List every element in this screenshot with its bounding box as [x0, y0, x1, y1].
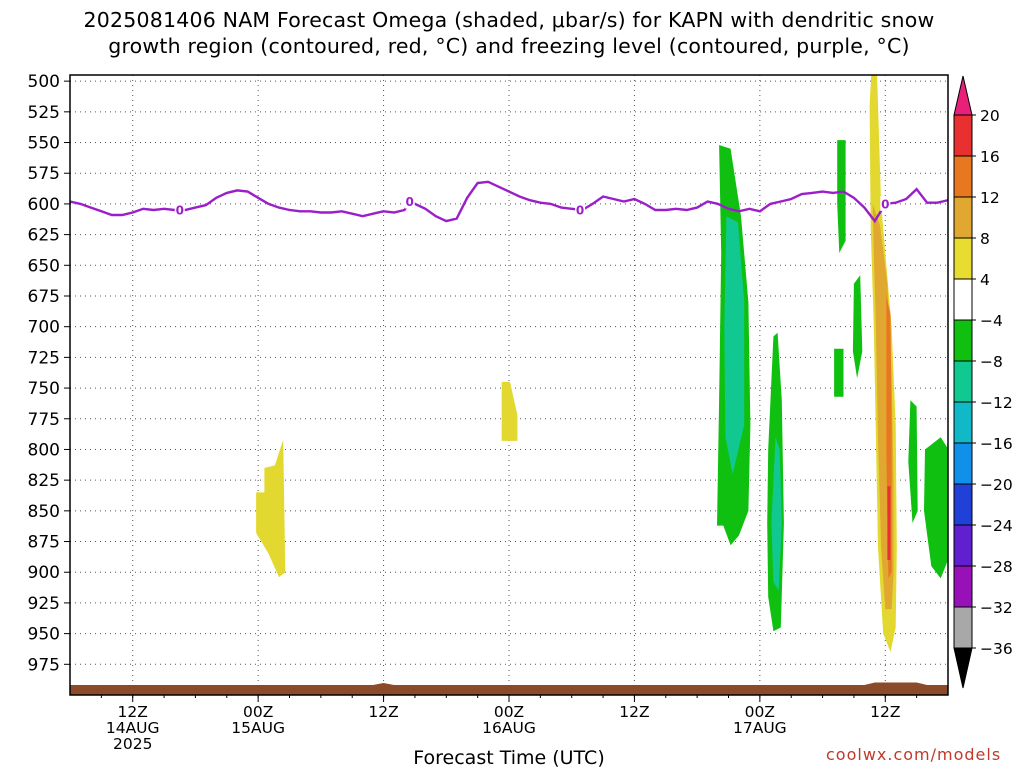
colorbar-label: −12 — [980, 394, 1013, 412]
y-tick-label: 800 — [28, 440, 60, 460]
x-tick-label: 00Z — [494, 703, 524, 721]
colorbar-segment — [953, 196, 973, 239]
x-tick-label: 00Z — [745, 703, 775, 721]
colorbar: 20 16 12 8 4 −4 −8 −12 −16 −20 −24 −28 −32 −36 — [953, 75, 1013, 689]
freezing-level-label: 0 — [406, 195, 414, 209]
y-tick-label: 825 — [28, 471, 60, 491]
y-tick-label: 500 — [28, 72, 60, 92]
y-tick-label: 750 — [28, 379, 60, 399]
colorbar-label: −24 — [980, 517, 1013, 535]
y-tick-label: 725 — [28, 348, 60, 368]
freezing-level-label: 0 — [881, 197, 889, 211]
y-tick-label: 650 — [28, 256, 60, 276]
x-tick-label: 12Z — [368, 703, 398, 721]
colorbar-label: −16 — [980, 435, 1013, 453]
colorbar-segment — [953, 565, 973, 608]
pressure-axis: 500 525 550 575 600 625 650 675 700 725 750 775 800 8… — [28, 72, 70, 675]
x-tick-label: 16AUG — [482, 719, 536, 737]
x-axis-label: Forecast Time (UTC) — [413, 747, 604, 768]
y-tick-label: 550 — [28, 134, 60, 154]
colorbar-segment — [953, 606, 973, 649]
y-tick-label: 700 — [28, 318, 60, 338]
colorbar-segment — [953, 155, 973, 198]
omega-region — [771, 437, 782, 591]
colorbar-label: 12 — [980, 189, 1000, 207]
colorbar-label: 8 — [980, 230, 990, 248]
omega-region — [256, 439, 286, 578]
colorbar-label: −36 — [980, 640, 1013, 658]
colorbar-label: 20 — [980, 107, 1000, 125]
y-tick-label: 625 — [28, 226, 60, 246]
x-tick-label: 12Z — [118, 703, 148, 721]
freezing-level-label: 0 — [576, 203, 584, 217]
colorbar-segment — [953, 401, 973, 444]
x-tick-label: 2025 — [113, 735, 152, 753]
omega-region — [834, 348, 844, 397]
colorbar-segment — [953, 278, 973, 321]
y-tick-label: 575 — [28, 164, 60, 184]
plot-area: 0 0 0 0 — [69, 74, 949, 696]
x-tick-label: 00Z — [243, 703, 273, 721]
colorbar-segment — [953, 319, 973, 362]
plot-content: 0 0 0 0 — [70, 75, 948, 695]
y-tick-label: 975 — [28, 655, 60, 675]
terrain-strip — [70, 682, 948, 695]
y-tick-label: 775 — [28, 410, 60, 430]
chart-title: 2025081406 NAM Forecast Omega (shaded, μ… — [84, 8, 935, 32]
freezing-level-label: 0 — [176, 204, 184, 218]
omega-region — [887, 486, 891, 560]
x-tick-label: 14AUG — [106, 719, 160, 737]
colorbar-bottom-triangle — [953, 647, 973, 689]
colorbar-segment — [953, 483, 973, 526]
y-tick-label: 950 — [28, 625, 60, 645]
chart-subtitle: growth region (contoured, red, °C) and f… — [108, 34, 909, 58]
colorbar-segment — [953, 114, 973, 157]
freezing-label-bg — [174, 202, 185, 218]
omega-region — [852, 275, 863, 379]
freezing-level-line — [70, 180, 948, 224]
colorbar-segment — [953, 442, 973, 485]
colorbar-segment — [953, 524, 973, 567]
x-tick-label: 17AUG — [733, 719, 787, 737]
y-tick-label: 525 — [28, 103, 60, 123]
y-tick-label: 875 — [28, 533, 60, 553]
freezing-label-bg — [880, 195, 891, 211]
colorbar-label: −28 — [980, 558, 1013, 576]
colorbar-label: 4 — [980, 271, 990, 289]
colorbar-label: −4 — [980, 312, 1003, 330]
y-tick-label: 850 — [28, 502, 60, 522]
colorbar-segment — [953, 360, 973, 403]
colorbar-top-triangle — [953, 75, 973, 116]
omega-region — [724, 216, 745, 474]
freezing-label-bg — [575, 201, 586, 217]
omega-region — [837, 140, 846, 253]
colorbar-label: −20 — [980, 476, 1013, 494]
colorbar-label: −8 — [980, 353, 1003, 371]
x-tick-label: 12Z — [619, 703, 649, 721]
y-tick-label: 675 — [28, 287, 60, 307]
y-tick-label: 925 — [28, 594, 60, 614]
colorbar-label: 16 — [980, 148, 1000, 166]
colorbar-label: −32 — [980, 599, 1013, 617]
x-tick-label: 15AUG — [231, 719, 285, 737]
credit-text: coolwx.com/models — [826, 745, 1001, 764]
freezing-label-bg — [404, 193, 415, 209]
x-tick-label: 12Z — [870, 703, 900, 721]
colorbar-segment — [953, 237, 973, 280]
omega-region — [908, 400, 918, 524]
omega-region — [501, 381, 518, 441]
y-tick-label: 600 — [28, 195, 60, 215]
y-tick-label: 900 — [28, 563, 60, 583]
omega-region — [924, 437, 948, 579]
